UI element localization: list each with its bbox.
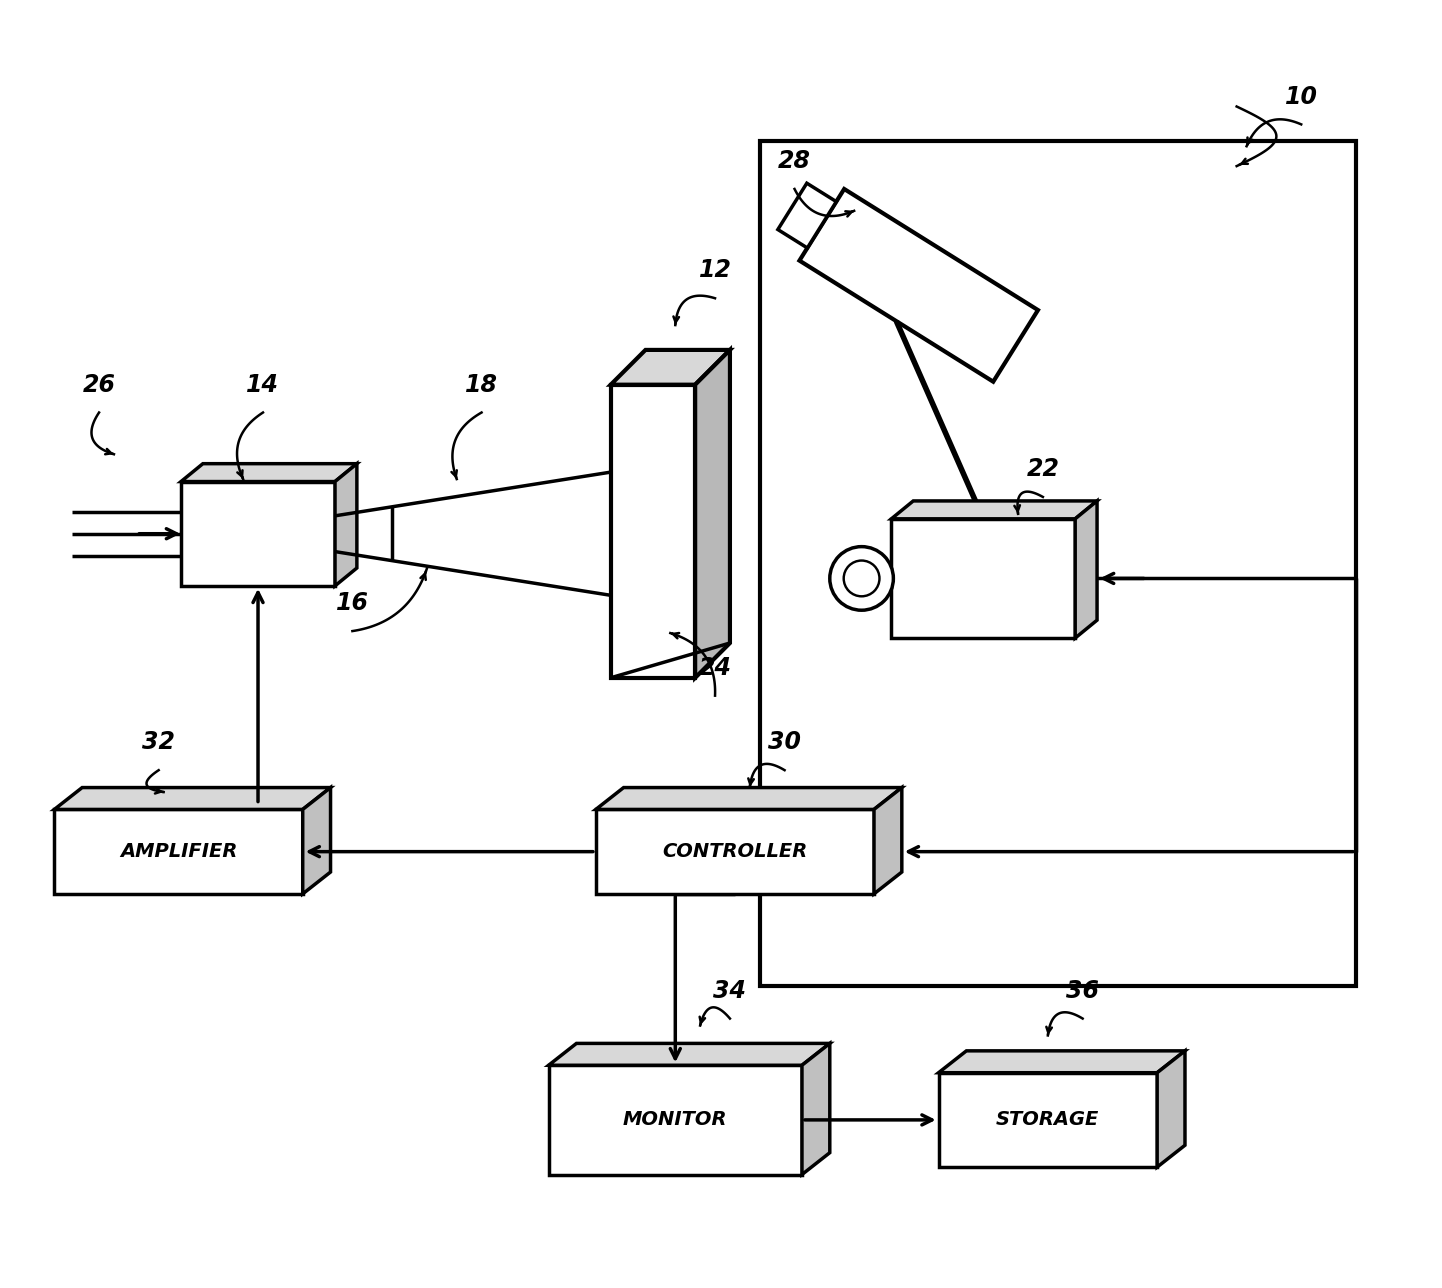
- Circle shape: [844, 560, 880, 596]
- Text: 32: 32: [143, 730, 174, 755]
- Polygon shape: [777, 183, 836, 249]
- Polygon shape: [182, 482, 335, 586]
- Polygon shape: [55, 787, 330, 809]
- Text: MONITOR: MONITOR: [623, 1110, 728, 1130]
- Polygon shape: [939, 1051, 1185, 1073]
- Text: 22: 22: [1027, 457, 1060, 482]
- Text: 18: 18: [466, 372, 497, 397]
- Polygon shape: [303, 787, 330, 894]
- Polygon shape: [548, 1043, 829, 1065]
- Text: STORAGE: STORAGE: [996, 1110, 1100, 1130]
- Polygon shape: [799, 189, 1038, 381]
- Polygon shape: [891, 501, 1097, 519]
- Polygon shape: [611, 385, 695, 677]
- Polygon shape: [874, 787, 901, 894]
- Text: 14: 14: [247, 372, 280, 397]
- Text: 16: 16: [336, 591, 369, 616]
- Polygon shape: [695, 350, 730, 677]
- Text: 28: 28: [779, 149, 810, 173]
- Polygon shape: [596, 809, 874, 894]
- Text: 36: 36: [1066, 979, 1099, 1003]
- Text: 34: 34: [714, 979, 747, 1003]
- Polygon shape: [596, 787, 901, 809]
- Polygon shape: [1156, 1051, 1185, 1167]
- Text: 12: 12: [698, 259, 731, 282]
- Polygon shape: [939, 1073, 1156, 1167]
- Text: 26: 26: [82, 372, 115, 397]
- Polygon shape: [55, 809, 303, 894]
- Polygon shape: [1076, 501, 1097, 638]
- Polygon shape: [335, 464, 356, 586]
- Polygon shape: [802, 1043, 829, 1175]
- Text: 10: 10: [1285, 85, 1318, 108]
- Polygon shape: [182, 464, 356, 482]
- Polygon shape: [548, 1065, 802, 1175]
- Circle shape: [829, 546, 894, 611]
- Text: 24: 24: [698, 656, 731, 680]
- Text: AMPLIFIER: AMPLIFIER: [120, 842, 238, 862]
- Text: 30: 30: [769, 730, 802, 755]
- Text: CONTROLLER: CONTROLLER: [662, 842, 808, 862]
- Bar: [760, 142, 1355, 985]
- Polygon shape: [611, 350, 730, 385]
- Polygon shape: [891, 519, 1076, 638]
